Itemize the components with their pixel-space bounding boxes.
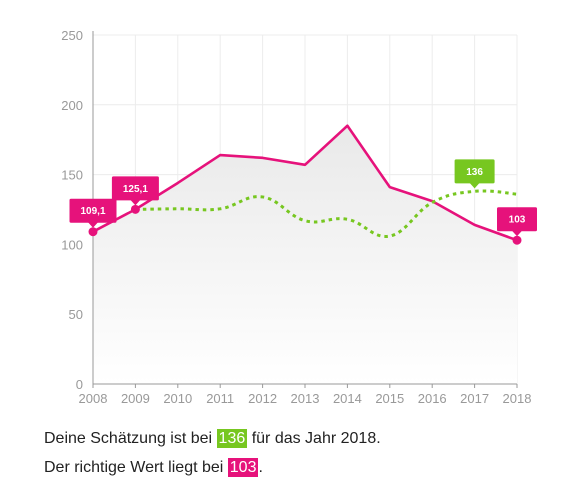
actual-area	[93, 125, 517, 385]
y-tick-label: 150	[61, 168, 83, 183]
y-tick-label: 250	[61, 28, 83, 43]
callout-label-actual-2018: 103	[509, 215, 526, 226]
data-points	[88, 204, 522, 245]
x-tick-label: 2017	[460, 391, 489, 406]
x-tick-label: 2008	[79, 391, 108, 406]
axes: 2008 2009 2010 2011 2012 2013 2014 2015 2016 2017…	[61, 28, 531, 406]
callout-pointer-actual-2008	[88, 222, 98, 228]
actual-data-point	[512, 235, 522, 245]
guess-value-badge: 136	[216, 429, 248, 448]
summary-guess-suffix: für das Jahr 2018.	[247, 430, 381, 447]
x-tick-label: 2014	[333, 391, 362, 406]
x-tick-label: 2011	[206, 391, 234, 406]
actual-data-point	[88, 227, 98, 237]
callout-box-actual-2008	[69, 198, 117, 223]
y-tick-label: 200	[61, 98, 83, 113]
x-tick-label: 2016	[418, 391, 447, 406]
summary-guess-prefix: Deine Schätzung ist bei	[44, 430, 217, 447]
y-tick-label: 50	[69, 307, 83, 322]
series-lines	[92, 124, 518, 242]
callout-label-actual-2009: 125,1	[123, 184, 148, 195]
x-tick-label: 2010	[163, 391, 192, 406]
callout-box-actual-2009	[111, 176, 159, 201]
callout-label-guess-2018: 136	[466, 167, 483, 178]
line-chart: 2008 2009 2010 2011 2012 2013 2014 2015 2016 2017…	[61, 28, 537, 406]
callout-box-guess-2018	[454, 159, 495, 184]
x-tick-label: 2012	[248, 391, 277, 406]
area-layer	[93, 125, 517, 385]
y-tick-label: 0	[76, 377, 83, 392]
actual-data-point	[130, 204, 140, 214]
summary-text: Deine Schätzung ist bei 136 für das Jahr…	[44, 424, 381, 482]
x-tick-label: 2018	[503, 391, 532, 406]
callouts: 109,1 125,1 136 103	[69, 159, 537, 237]
x-tick-label: 2009	[121, 391, 150, 406]
x-tick-label: 2015	[375, 391, 404, 406]
callout-pointer-guess-2018	[469, 182, 480, 189]
summary-actual-prefix: Der richtige Wert liegt bei	[44, 459, 228, 476]
actual-value-badge: 103	[227, 458, 259, 477]
callout-box-actual-2018	[497, 207, 537, 232]
guess-series-line	[135, 189, 518, 238]
callout-pointer-actual-2009	[130, 199, 141, 206]
summary-guess-line: Deine Schätzung ist bei 136 für das Jahr…	[44, 424, 381, 453]
y-tick-label: 100	[61, 237, 83, 252]
callout-label-actual-2008: 109,1	[80, 206, 105, 217]
summary-actual-line: Der richtige Wert liegt bei 103.	[44, 453, 381, 482]
actual-series-line	[92, 124, 518, 242]
x-tick-label: 2013	[291, 391, 320, 406]
callout-pointer-actual-2018	[512, 230, 522, 237]
summary-actual-suffix: .	[258, 459, 263, 476]
